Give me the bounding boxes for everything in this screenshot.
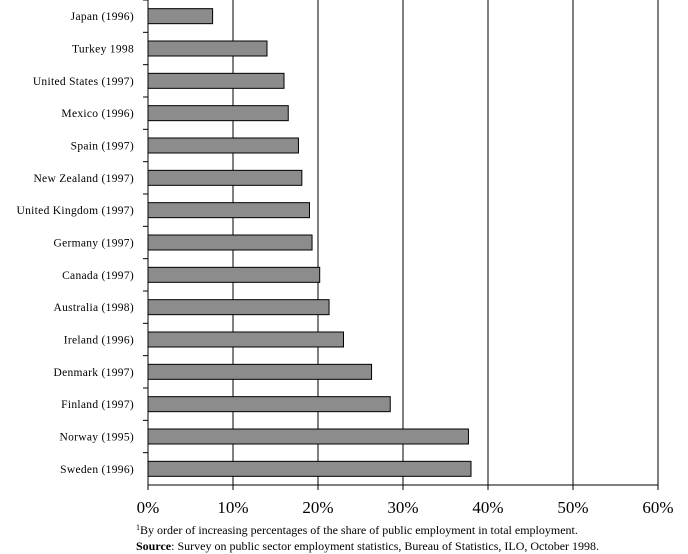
bar xyxy=(147,137,299,154)
bar xyxy=(147,428,469,445)
source-note: Source: Survey on public sector employme… xyxy=(136,539,599,554)
category-label: Sweden (1996) xyxy=(60,464,134,476)
bar xyxy=(147,460,472,477)
category-label: Finland (1997) xyxy=(61,399,134,411)
category-label: United States (1997) xyxy=(33,76,134,88)
bar xyxy=(147,363,373,380)
x-tick-labels: 0% 10% 20% 30% 40% 50% 60% xyxy=(137,485,674,517)
category-label: Norway (1995) xyxy=(60,432,134,444)
source-label: Source xyxy=(136,539,172,553)
category-label: United Kingdom (1997) xyxy=(17,205,134,217)
x-tick-label: 50% xyxy=(557,498,588,517)
bar xyxy=(147,266,321,283)
category-label: Ireland (1996) xyxy=(64,335,134,347)
x-tick-label: 20% xyxy=(302,498,333,517)
x-tick-label: 0% xyxy=(137,498,160,517)
bar xyxy=(147,72,285,89)
x-tick-label: 60% xyxy=(642,498,673,517)
bar xyxy=(147,8,214,25)
bar xyxy=(147,105,289,122)
plot-frame xyxy=(147,0,659,486)
category-label: Mexico (1996) xyxy=(61,108,134,120)
bar xyxy=(147,234,313,251)
bar-chart: Japan (1996) Turkey 1998 United States (19… xyxy=(17,0,674,517)
footnote: 1By order of increasing percentages of t… xyxy=(136,523,578,538)
x-tick-label: 10% xyxy=(217,498,248,517)
category-label: Spain (1997) xyxy=(71,141,134,153)
bar xyxy=(147,331,344,348)
category-labels: Japan (1996) Turkey 1998 United States (19… xyxy=(17,0,148,476)
category-label: Germany (1997) xyxy=(53,238,134,250)
category-label: Australia (1998) xyxy=(54,302,135,314)
footnote-text: By order of increasing percentages of th… xyxy=(140,523,578,537)
source-text: : Survey on public sector employment sta… xyxy=(171,539,600,553)
bar xyxy=(147,40,268,57)
x-tick-label: 30% xyxy=(387,498,418,517)
category-label: Turkey 1998 xyxy=(72,44,134,56)
category-label: New Zealand (1997) xyxy=(33,173,134,185)
bar xyxy=(147,202,310,219)
x-tick-label: 40% xyxy=(472,498,503,517)
bars xyxy=(147,8,472,477)
bar xyxy=(147,169,303,186)
category-label: Denmark (1997) xyxy=(53,367,134,379)
footnote-marker: 1 xyxy=(136,523,140,532)
bar xyxy=(147,299,330,316)
category-label: Japan (1996) xyxy=(71,11,134,23)
category-label: Canada (1997) xyxy=(62,270,134,282)
bar xyxy=(147,396,391,413)
